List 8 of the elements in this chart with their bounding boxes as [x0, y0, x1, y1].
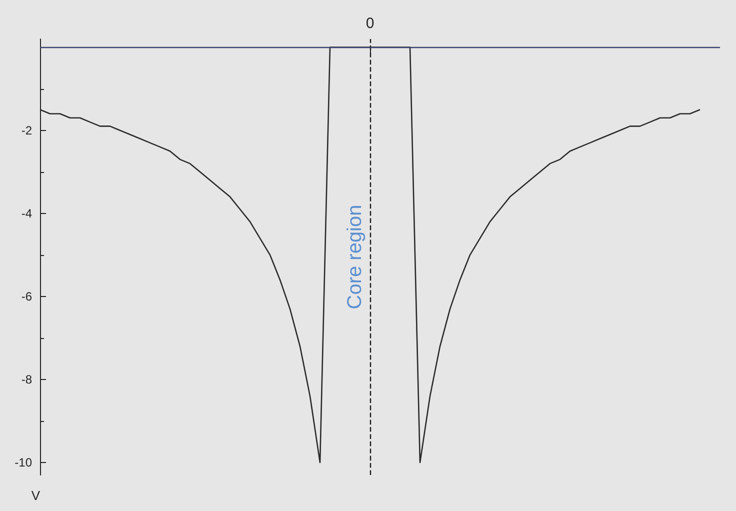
y-tick-label: -2 — [21, 123, 32, 138]
ref-line-label: Core region — [344, 204, 366, 310]
y-tick-label: -8 — [21, 372, 32, 386]
y-tick-label: -6 — [21, 289, 32, 304]
y-tick-label: -4 — [21, 206, 32, 220]
x-tick-label: 0 — [366, 15, 374, 32]
y-tick-label: -10 — [14, 456, 32, 470]
y-axis-title: V — [31, 488, 40, 503]
